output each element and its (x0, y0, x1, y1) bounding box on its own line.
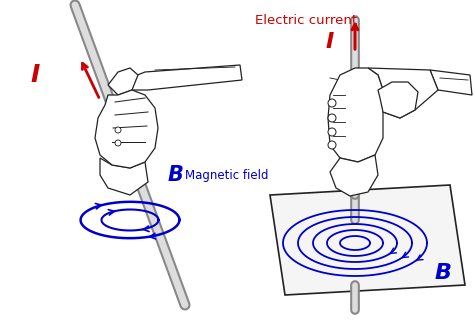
Text: B: B (435, 263, 452, 283)
Circle shape (328, 99, 336, 107)
Circle shape (328, 114, 336, 122)
Text: B: B (168, 165, 184, 185)
Polygon shape (100, 158, 148, 195)
Circle shape (328, 128, 336, 136)
Circle shape (115, 140, 121, 146)
Polygon shape (130, 65, 242, 90)
Text: I: I (30, 63, 40, 87)
Text: Magnetic field: Magnetic field (185, 169, 268, 181)
Polygon shape (328, 68, 383, 162)
Polygon shape (95, 90, 158, 168)
Polygon shape (270, 185, 465, 295)
Polygon shape (378, 82, 418, 118)
Polygon shape (330, 155, 378, 196)
Circle shape (115, 127, 121, 133)
Text: I: I (326, 32, 334, 52)
Polygon shape (108, 68, 138, 95)
Circle shape (328, 141, 336, 149)
Polygon shape (430, 70, 472, 95)
Polygon shape (368, 68, 438, 118)
Text: Electric current: Electric current (255, 13, 357, 27)
